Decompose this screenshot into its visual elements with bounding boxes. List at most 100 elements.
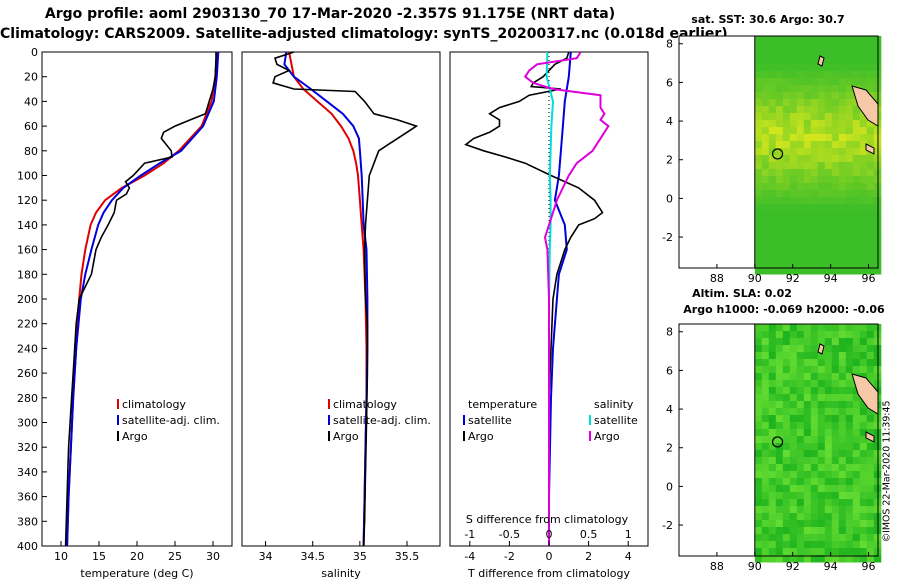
map-cell: [852, 506, 861, 514]
map-cell: [796, 204, 805, 212]
map-cell: [859, 513, 868, 521]
map-cell: [866, 548, 875, 556]
map-cell: [761, 183, 770, 191]
map-cell: [782, 534, 791, 542]
map-cell: [782, 345, 791, 353]
map-cell: [761, 506, 770, 514]
map-cell: [768, 513, 777, 521]
map-cell: [831, 141, 840, 149]
map-cell: [754, 520, 763, 528]
map-cell: [831, 506, 840, 514]
map-cell: [859, 239, 868, 247]
map-cell: [817, 443, 826, 451]
map-cell: [782, 464, 791, 472]
chart-title-line2: Climatology: CARS2009. Satellite-adjuste…: [0, 26, 728, 42]
map-lon-label: 90: [748, 272, 762, 285]
map-cell: [782, 520, 791, 528]
sdiff-tick-label: 0.5: [580, 528, 598, 541]
map-cell: [775, 260, 784, 268]
map-cell: [803, 36, 812, 44]
temperature-legend-swatch: [117, 431, 119, 441]
map-cell: [803, 141, 812, 149]
map-cell: [845, 408, 854, 416]
map-cell: [782, 127, 791, 135]
map-cell: [845, 141, 854, 149]
map-cell: [817, 499, 826, 507]
map-cell: [768, 253, 777, 261]
map-cell: [845, 548, 854, 556]
map-cell: [810, 450, 819, 458]
map-cell: [810, 218, 819, 226]
map-cell: [775, 232, 784, 240]
map-cell: [761, 541, 770, 549]
map-cell: [852, 429, 861, 437]
map-cell: [782, 246, 791, 254]
map-cell: [754, 331, 763, 339]
map-cell: [859, 548, 868, 556]
map-cell: [775, 338, 784, 346]
map-cell: [859, 359, 868, 367]
map-cell: [796, 176, 805, 184]
map-cell: [859, 57, 868, 65]
map-cell: [852, 422, 861, 430]
map-cell: [810, 148, 819, 156]
map-cell: [782, 190, 791, 198]
map-cell: [817, 218, 826, 226]
map-cell: [859, 127, 868, 135]
map-cell: [775, 183, 784, 191]
map-cell: [852, 57, 861, 65]
map-cell: [810, 541, 819, 549]
map-cell: [810, 36, 819, 44]
map-cell: [796, 92, 805, 100]
map-cell: [824, 464, 833, 472]
depth-tick-label: 20: [24, 71, 38, 84]
map-cell: [852, 169, 861, 177]
map-cell: [831, 485, 840, 493]
map-cell: [789, 64, 798, 72]
map-cell: [803, 520, 812, 528]
map-cell: [775, 401, 784, 409]
map-cell: [754, 394, 763, 402]
map-cell: [852, 71, 861, 79]
map-cell: [845, 387, 854, 395]
map-cell: [754, 113, 763, 121]
map-cell: [810, 246, 819, 254]
map-cell: [845, 162, 854, 170]
map-cell: [775, 478, 784, 486]
map-cell: [817, 422, 826, 430]
map-cell: [852, 492, 861, 500]
map-cell: [831, 225, 840, 233]
map-cell: [810, 239, 819, 247]
map-cell: [761, 331, 770, 339]
map-cell: [824, 71, 833, 79]
map-cell: [824, 555, 833, 563]
map-cell: [845, 422, 854, 430]
map-cell: [768, 43, 777, 51]
map-cell: [775, 345, 784, 353]
depth-tick-label: 40: [24, 95, 38, 108]
map-cell: [789, 492, 798, 500]
map-cell: [803, 555, 812, 563]
map-cell: [789, 408, 798, 416]
map-cell: [754, 408, 763, 416]
map-cell: [761, 169, 770, 177]
map-cell: [789, 499, 798, 507]
map-cell: [789, 478, 798, 486]
map-cell: [775, 204, 784, 212]
map-cell: [817, 471, 826, 479]
map-cell: [761, 176, 770, 184]
map-cell: [768, 548, 777, 556]
map-cell: [831, 267, 840, 275]
map-cell: [845, 380, 854, 388]
map-cell: [817, 120, 826, 128]
map-cell: [775, 422, 784, 430]
map-cell: [831, 366, 840, 374]
map-cell: [859, 50, 868, 58]
map-cell: [775, 225, 784, 233]
map-cell: [817, 548, 826, 556]
map-cell: [810, 162, 819, 170]
map-cell: [796, 197, 805, 205]
map-cell: [754, 527, 763, 535]
map-cell: [761, 471, 770, 479]
map-cell: [754, 71, 763, 79]
